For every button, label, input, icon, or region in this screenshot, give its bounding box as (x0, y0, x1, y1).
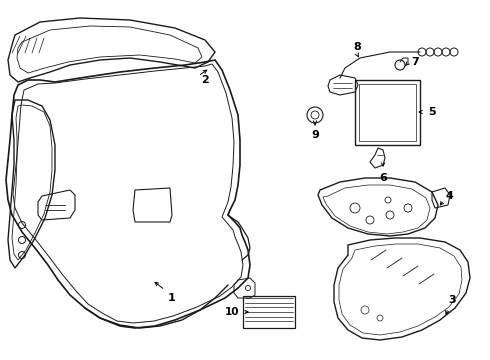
Text: 9: 9 (311, 130, 319, 140)
Text: 2: 2 (201, 75, 209, 85)
Text: 10: 10 (225, 307, 239, 317)
Text: 5: 5 (428, 107, 436, 117)
Text: 1: 1 (168, 293, 176, 303)
Text: 8: 8 (353, 42, 361, 52)
Text: 7: 7 (411, 57, 419, 67)
Text: 4: 4 (445, 191, 453, 201)
Text: 6: 6 (379, 173, 387, 183)
Text: 3: 3 (448, 295, 456, 305)
